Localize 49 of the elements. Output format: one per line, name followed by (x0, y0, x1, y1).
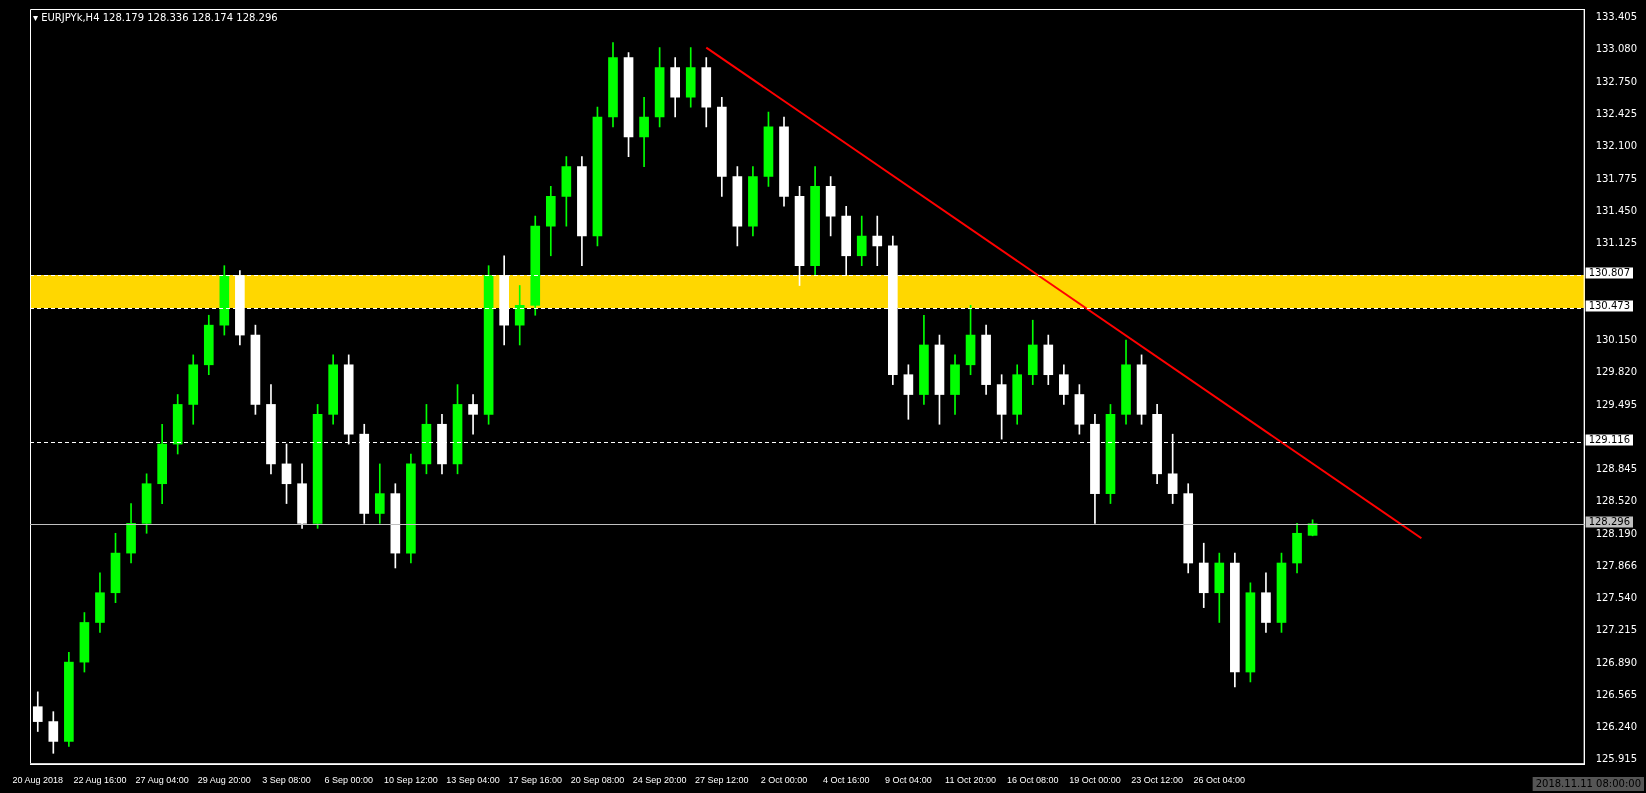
x-tick-label: 2 Oct 00:00 (760, 775, 808, 786)
x-tick-label: 13 Sep 04:00 (446, 775, 500, 786)
y-tick-label: 130.150 (1595, 333, 1638, 345)
y-tick-label: 125.915 (1595, 753, 1638, 765)
y-tick-label: 133.080 (1595, 43, 1638, 55)
chart-title: ▾ EURJPYk,H4 128.179 128.336 128.174 128.296 (33, 11, 278, 23)
x-tick-label: 19 Oct 00:00 (1069, 775, 1121, 786)
x-tick-label: 6 Sep 00:00 (324, 775, 373, 786)
y-tick-label: 129.820 (1595, 366, 1638, 378)
y-tick-label: 127.215 (1595, 624, 1638, 636)
y-tick-label: 128.520 (1595, 495, 1638, 507)
ref-line-label: 130.807 (1588, 266, 1631, 278)
y-tick-label: 129.495 (1595, 398, 1638, 410)
x-tick-label: 27 Aug 04:00 (135, 775, 189, 786)
x-tick-label: 26 Oct 04:00 (1193, 775, 1246, 786)
x-tick-label: 11 Oct 20:00 (945, 775, 996, 786)
x-tick-label: 20 Sep 08:00 (570, 775, 625, 786)
ref-line-label: 130.473 (1588, 299, 1631, 311)
y-tick-label: 127.540 (1595, 592, 1638, 604)
x-tick-label: 9 Oct 04:00 (885, 775, 932, 786)
x-tick-label: 29 Aug 20:00 (197, 775, 251, 786)
ref-line-label: 128.296 (1588, 515, 1631, 527)
y-tick-label: 132.750 (1595, 75, 1638, 87)
x-tick-label: 3 Sep 08:00 (262, 775, 311, 786)
candlestick (872, 215, 883, 267)
y-tick-label: 127.866 (1595, 559, 1638, 571)
text: 2018.11.11 08:00:00 (1535, 777, 1642, 789)
y-tick-label: 132.425 (1595, 108, 1638, 120)
y-tick-label: 131.450 (1595, 204, 1638, 216)
y-tick-label: 126.565 (1595, 688, 1638, 700)
x-tick-label: 17 Sep 16:00 (508, 775, 563, 786)
x-tick-label: 23 Oct 12:00 (1131, 775, 1183, 786)
y-tick-label: 128.190 (1595, 527, 1638, 539)
candlestick (468, 394, 478, 435)
y-tick-label: 128.845 (1595, 462, 1638, 474)
x-tick-label: 20 Aug 2018 (12, 775, 64, 786)
ref-line-label: 129.116 (1588, 433, 1631, 445)
x-tick-label: 22 Aug 16:00 (73, 775, 127, 786)
x-tick-label: 16 Oct 08:00 (1006, 775, 1059, 786)
x-tick-label: 27 Sep 12:00 (695, 775, 749, 786)
y-tick-label: 131.125 (1595, 236, 1638, 248)
x-tick-label: 10 Sep 12:00 (384, 775, 438, 786)
x-tick-label: 24 Sep 20:00 (632, 775, 687, 786)
y-tick-label: 132.100 (1595, 140, 1638, 152)
y-tick-label: 131.775 (1595, 172, 1638, 184)
y-tick-label: 126.890 (1595, 656, 1638, 668)
y-tick-label: 126.240 (1595, 721, 1638, 733)
x-tick-label: 4 Oct 16:00 (822, 775, 870, 786)
y-tick-label: 133.405 (1595, 11, 1638, 23)
